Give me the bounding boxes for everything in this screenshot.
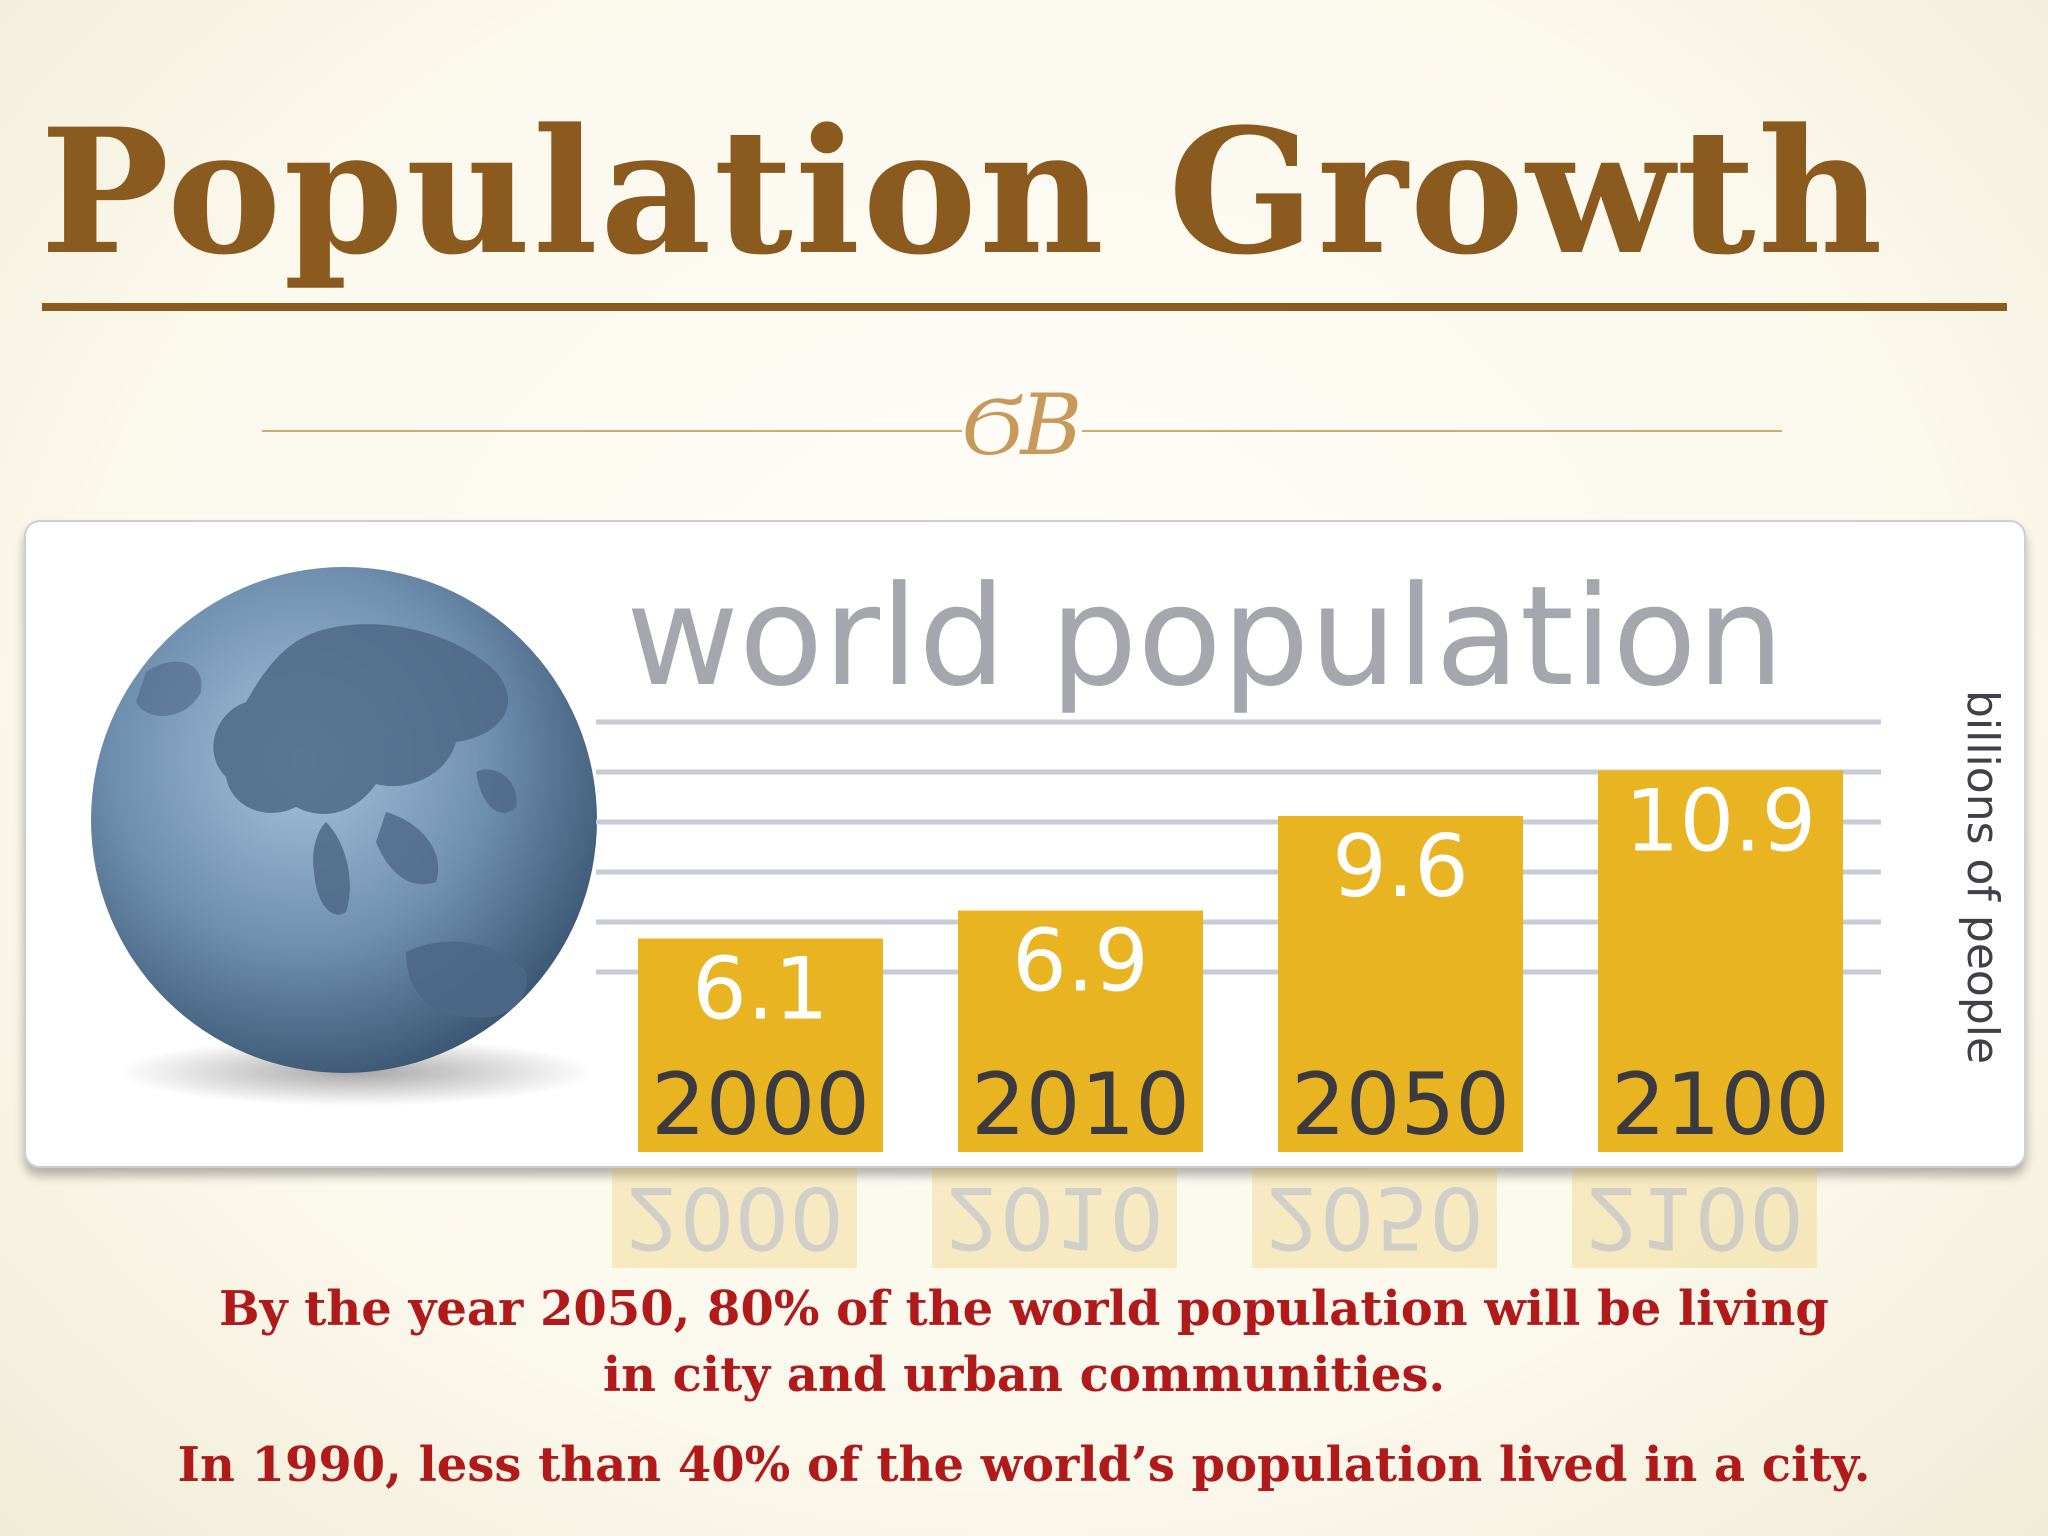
- population-chart: world population 6.1 2000 6.9 2010 9.6 2050 10…: [91, 556, 2008, 1155]
- bar-reflection: [932, 1168, 1177, 1268]
- bar-value-label: 10.9: [1625, 772, 1816, 872]
- x-tick-label-reflection: 2100: [1585, 1168, 1804, 1267]
- x-tick-label: 2100: [1611, 1055, 1830, 1155]
- caption-line: In 1990, less than 40% of the world’s po…: [177, 1437, 1871, 1493]
- bar-value-label: 9.6: [1332, 817, 1469, 917]
- x-tick-label-reflection: 2010: [945, 1168, 1164, 1267]
- x-tick-label: 2050: [1291, 1055, 1510, 1155]
- bar-value-label: 6.1: [692, 940, 829, 1040]
- y-axis-label: billions of people: [1957, 690, 2008, 1064]
- bar: [638, 938, 883, 1152]
- chart-bars: 6.1 2000 6.9 2010 9.6 2050 10.9 2100: [638, 770, 1843, 1155]
- bar: [1278, 816, 1523, 1152]
- caption: By the year 2050, 80% of the world popul…: [0, 1276, 2048, 1498]
- chart-panel: world population 6.1 2000 6.9 2010 9.6 2050 10…: [24, 520, 2026, 1168]
- divider-line-right: [1082, 430, 1782, 432]
- bar: [958, 910, 1203, 1152]
- caption-line: in city and urban communities.: [602, 1347, 1446, 1403]
- globe-icon: [91, 567, 597, 1106]
- x-tick-label: 2000: [651, 1055, 870, 1155]
- x-tick-label-reflection: 2050: [1265, 1168, 1484, 1267]
- reflection-graphic: 2000 2010 2050 2100: [612, 1168, 1817, 1268]
- caption-line: By the year 2050, 80% of the world popul…: [219, 1281, 1829, 1337]
- title-underline: [42, 303, 2007, 311]
- bar-reflection: [1252, 1168, 1497, 1268]
- chart-reflection: 2000 2010 2050 2100: [600, 1168, 2000, 1288]
- x-tick-label: 2010: [971, 1055, 1190, 1155]
- reflection-group: 2000 2010 2050 2100: [612, 1168, 1817, 1268]
- slide-title: Population Growth: [40, 90, 1885, 293]
- bar-value-label: 6.9: [1012, 912, 1149, 1012]
- x-tick-label-reflection: 2000: [625, 1168, 844, 1267]
- bar-reflection: [612, 1168, 857, 1268]
- divider-line-left: [262, 430, 962, 432]
- chart-title: world population: [626, 556, 1784, 717]
- divider-ornament: ϬB: [961, 376, 1083, 474]
- bar: [1598, 770, 1843, 1152]
- bar-reflection: [1572, 1168, 1817, 1268]
